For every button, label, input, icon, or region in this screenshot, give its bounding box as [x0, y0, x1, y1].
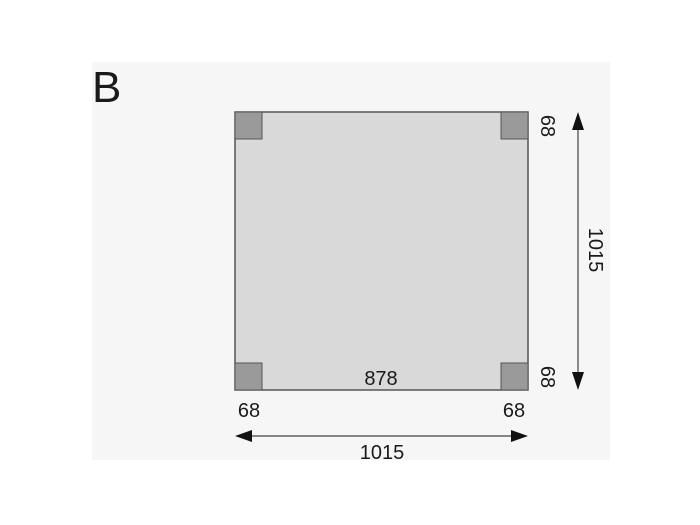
inner-width-label: 878: [364, 368, 397, 390]
diagram-label: B: [92, 63, 121, 112]
post-top-right: [500, 111, 529, 140]
arrowhead-right: [511, 430, 528, 442]
total-width-label: 1015: [360, 442, 405, 464]
depth-dimension-arrow: [572, 112, 584, 390]
arrowhead-top: [572, 112, 584, 130]
post-bottom-left: [234, 362, 263, 391]
total-depth-label: 1015: [584, 228, 606, 273]
post-right-bottom-label: 68: [536, 366, 558, 388]
post-right-top-label: 68: [536, 115, 558, 137]
width-dimension-arrow: [235, 430, 528, 442]
post-bottom-right-label: 68: [503, 400, 525, 422]
post-bottom-right: [500, 362, 529, 391]
arrowhead-left: [235, 430, 252, 442]
post-top-left: [234, 111, 263, 140]
arrowhead-bottom: [572, 372, 584, 390]
floor-area: [234, 111, 529, 391]
post-bottom-left-label: 68: [238, 400, 260, 422]
